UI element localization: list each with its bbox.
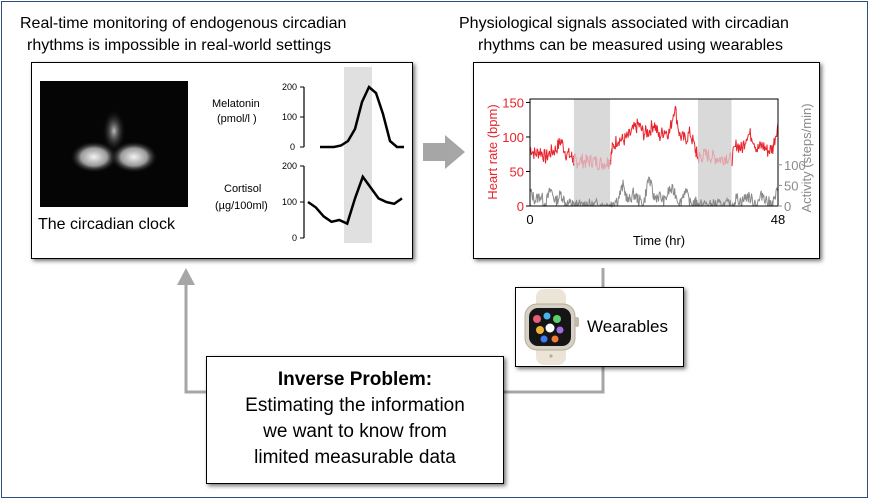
cortisol-curve bbox=[307, 174, 403, 226]
melatonin-tick-100: 100 bbox=[282, 112, 297, 122]
x-tick-0: 0 bbox=[526, 212, 533, 227]
heart-rate-series-sleep bbox=[573, 148, 732, 171]
right-heading-line1: Physiological signals associated with ci… bbox=[459, 15, 789, 32]
x-tick-48: 48 bbox=[771, 212, 785, 227]
y-left-tick-150: 150 bbox=[502, 95, 524, 110]
inverse-problem-line3: limited measurable data bbox=[254, 447, 456, 468]
inverse-problem-line2: we want to know from bbox=[263, 421, 447, 442]
cortisol-tick-0: 0 bbox=[292, 233, 297, 243]
inverse-problem-box: Inverse Problem: Estimating the informat… bbox=[206, 356, 504, 484]
y-right-tick-100: 100 bbox=[784, 158, 806, 173]
wearables-label: Wearables bbox=[587, 317, 668, 336]
cortisol-tick-100: 100 bbox=[282, 197, 297, 207]
melatonin-unit: (pmol/l ) bbox=[217, 113, 257, 125]
y-left-tick-0: 0 bbox=[517, 199, 524, 214]
melatonin-tick-0: 0 bbox=[290, 142, 295, 152]
y-right-tick-0: 0 bbox=[784, 199, 791, 214]
plot-area bbox=[529, 98, 779, 207]
clock-caption: The circadian clock bbox=[38, 216, 176, 233]
right-arrow-icon bbox=[423, 135, 465, 169]
right-heading-line2: rhythms can be measured using wearables bbox=[478, 37, 784, 54]
y-left-axis-label: Heart rate (bpm) bbox=[485, 104, 500, 199]
y-left-tick-50: 50 bbox=[510, 164, 524, 179]
y-right-axis-label: Activity (steps/min) bbox=[799, 103, 814, 212]
x-axis-label: Time (hr) bbox=[633, 233, 685, 248]
left-heading-line1: Real-time monitoring of endogenous circa… bbox=[20, 15, 347, 32]
melatonin-label: Melatonin bbox=[212, 98, 260, 110]
cortisol-label: Cortisol bbox=[224, 183, 261, 195]
heart-rate-series bbox=[529, 105, 779, 167]
inverse-problem-line1: Estimating the information bbox=[245, 395, 465, 416]
smartwatch-icon bbox=[524, 289, 579, 365]
wearable-signals-chart: 150 100 50 0 100 50 0 0 48 Time (hr) Heart ra… bbox=[485, 95, 814, 248]
cortisol-tick-200: 200 bbox=[282, 161, 297, 171]
melatonin-curve bbox=[320, 84, 404, 149]
inverse-problem-title: Inverse Problem: bbox=[277, 369, 433, 390]
wearable-signals-panel: 150 100 50 0 100 50 0 0 48 Time (hr) Heart ra… bbox=[473, 62, 820, 259]
y-left-tick-100: 100 bbox=[502, 130, 524, 145]
night-band bbox=[344, 67, 372, 243]
scn-glow bbox=[70, 109, 158, 173]
circadian-clock-figure: The circadian clock Melatonin (pmol/l ) … bbox=[38, 67, 404, 243]
cortisol-unit: (µg/100ml) bbox=[215, 200, 268, 212]
left-heading-line2: rhythms is impossible in real-world sett… bbox=[27, 37, 332, 54]
wearables-box: Wearables bbox=[515, 287, 684, 367]
sleep-shade-0 bbox=[573, 99, 611, 206]
circadian-clock-panel: The circadian clock Melatonin (pmol/l ) … bbox=[31, 62, 413, 259]
melatonin-tick-200: 200 bbox=[282, 82, 297, 92]
activity-series bbox=[529, 176, 779, 208]
y-right-tick-50: 50 bbox=[784, 178, 798, 193]
